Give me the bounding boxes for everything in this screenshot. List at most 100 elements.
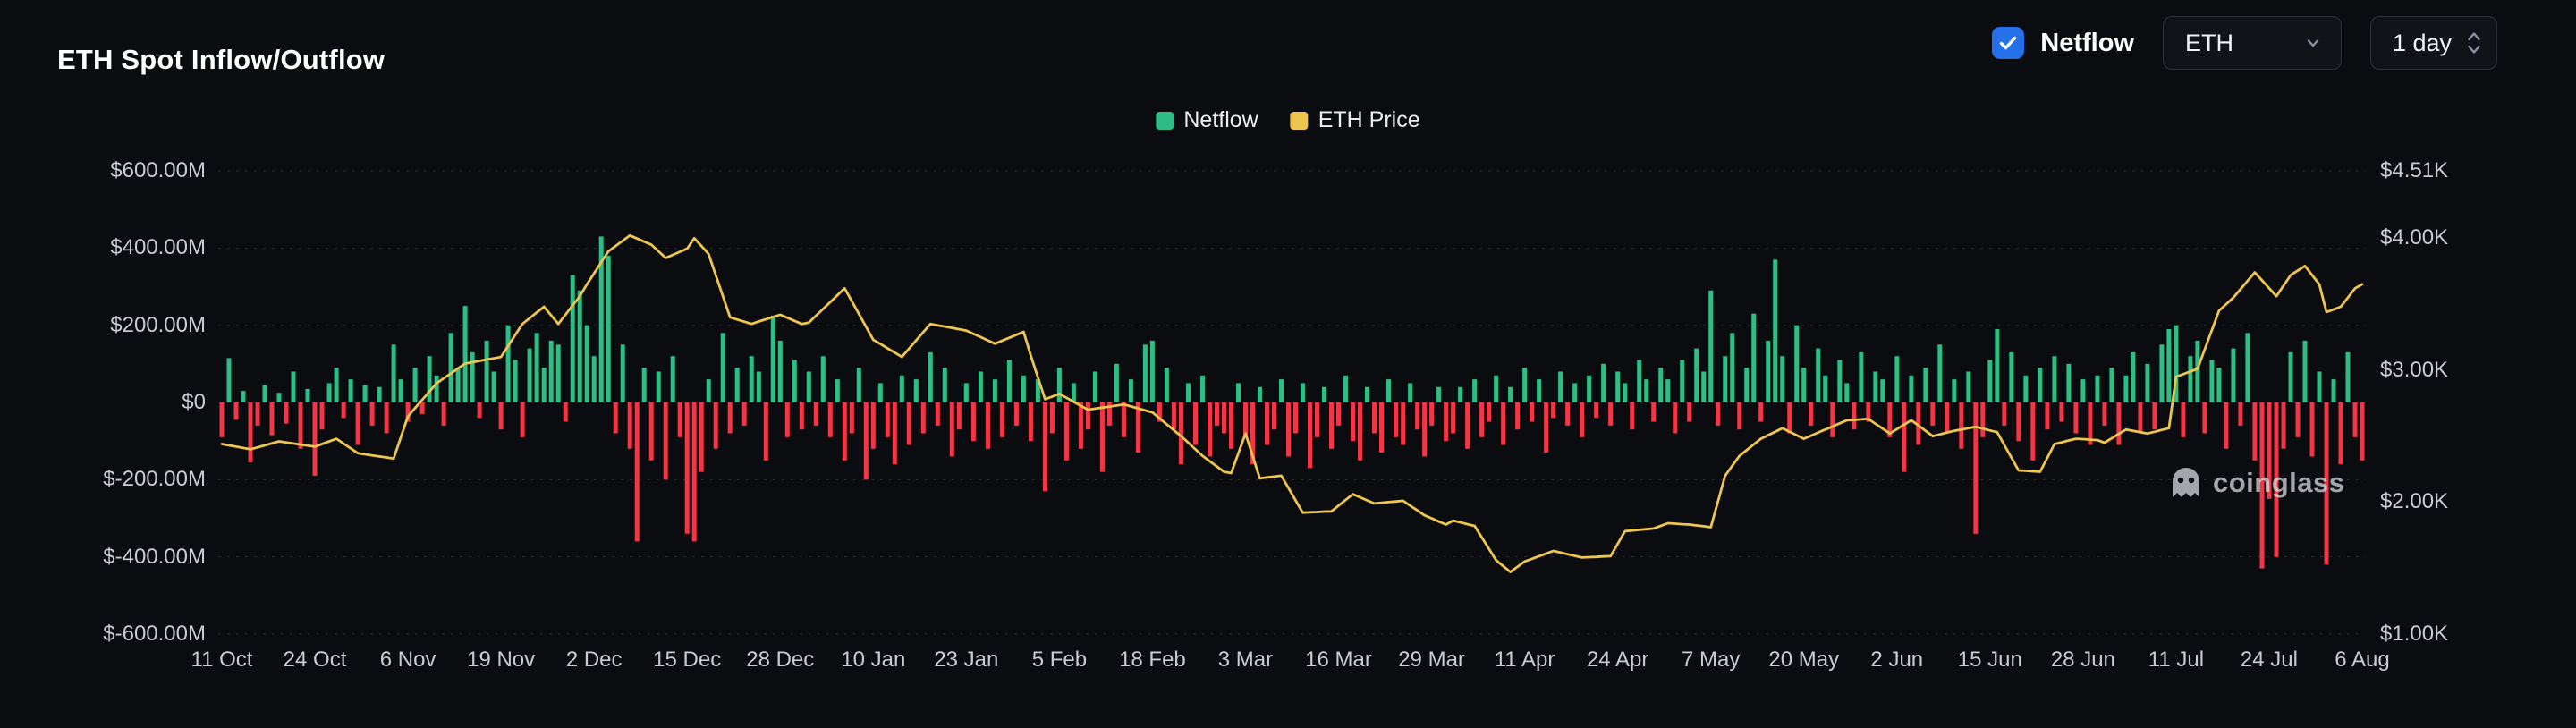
netflow-bar[interactable] (2116, 402, 2122, 445)
netflow-bar[interactable] (455, 368, 461, 402)
netflow-bar[interactable] (1135, 402, 1140, 453)
netflow-bar[interactable] (1308, 402, 1312, 469)
netflow-bar[interactable] (2059, 402, 2064, 422)
netflow-bar[interactable] (2360, 402, 2365, 461)
netflow-bar[interactable] (2259, 402, 2265, 569)
netflow-bar[interactable] (1673, 402, 1678, 434)
netflow-bar[interactable] (978, 371, 983, 403)
netflow-bar[interactable] (1193, 402, 1198, 445)
netflow-bar[interactable] (1142, 344, 1148, 403)
netflow-bar[interactable] (928, 351, 933, 402)
netflow-bar[interactable] (2009, 351, 2014, 402)
netflow-bar[interactable] (1680, 360, 1685, 403)
netflow-bar[interactable] (1099, 402, 1105, 472)
netflow-bar[interactable] (2016, 402, 2021, 442)
netflow-bar[interactable] (1351, 402, 1355, 442)
netflow-bar[interactable] (1630, 402, 1635, 430)
netflow-bar[interactable] (355, 402, 360, 445)
netflow-bar[interactable] (806, 371, 811, 403)
netflow-bar[interactable] (1315, 402, 1319, 437)
netflow-bar[interactable] (2109, 368, 2114, 402)
netflow-bar[interactable] (369, 402, 375, 426)
netflow-bar[interactable] (1071, 383, 1076, 402)
netflow-bar[interactable] (484, 340, 489, 402)
netflow-bar[interactable] (2002, 402, 2007, 426)
netflow-bar[interactable] (2281, 402, 2286, 449)
netflow-bar[interactable] (777, 340, 783, 402)
netflow-bar[interactable] (813, 402, 818, 426)
netflow-bar[interactable] (1128, 379, 1133, 402)
netflow-bar[interactable] (799, 402, 804, 430)
netflow-bar[interactable] (706, 379, 711, 402)
netflow-bar[interactable] (1422, 402, 1428, 457)
netflow-bar[interactable] (770, 315, 775, 402)
netflow-bar[interactable] (1809, 402, 1814, 426)
netflow-bar[interactable] (541, 368, 547, 402)
netflow-bar[interactable] (1930, 402, 1936, 426)
netflow-bar[interactable] (1042, 402, 1047, 492)
netflow-bar[interactable] (1744, 368, 1750, 402)
netflow-bar[interactable] (1658, 368, 1664, 402)
netflow-bar[interactable] (1558, 371, 1563, 403)
netflow-bar[interactable] (591, 356, 597, 402)
netflow-bar[interactable] (241, 391, 246, 402)
netflow-bar[interactable] (2338, 402, 2343, 465)
netflow-bar[interactable] (505, 325, 511, 402)
netflow-bar[interactable] (1265, 402, 1269, 445)
netflow-bar[interactable] (1343, 375, 1348, 402)
netflow-bar[interactable] (1587, 375, 1592, 402)
netflow-bar[interactable] (606, 256, 611, 402)
netflow-bar[interactable] (970, 402, 976, 442)
netflow-bar[interactable] (1608, 402, 1614, 426)
netflow-bar[interactable] (2317, 371, 2322, 403)
netflow-bar[interactable] (1415, 402, 1420, 430)
netflow-bar[interactable] (1479, 402, 1485, 437)
netflow-bar[interactable] (319, 402, 325, 430)
netflow-bar[interactable] (956, 402, 962, 430)
netflow-bar[interactable] (1472, 379, 1478, 402)
netflow-bar[interactable] (1329, 402, 1334, 449)
netflow-bar[interactable] (570, 275, 575, 402)
netflow-bar[interactable] (2152, 402, 2157, 430)
netflow-bar[interactable] (1049, 402, 1055, 434)
netflow-bar[interactable] (1637, 360, 1642, 403)
netflow-bar[interactable] (598, 236, 604, 402)
netflow-bar[interactable] (942, 368, 947, 402)
netflow-bar[interactable] (1551, 402, 1556, 419)
netflow-bar[interactable] (1651, 402, 1657, 422)
netflow-bar[interactable] (1801, 368, 1807, 402)
netflow-bar[interactable] (684, 402, 690, 534)
netflow-bar[interactable] (255, 402, 260, 426)
netflow-bar[interactable] (1773, 259, 1778, 402)
netflow-bar[interactable] (1171, 402, 1176, 430)
netflow-bar[interactable] (577, 290, 582, 402)
netflow-bar[interactable] (1794, 325, 1800, 402)
netflow-bar[interactable] (906, 402, 911, 445)
netflow-bar[interactable] (1830, 402, 1835, 437)
netflow-checkbox[interactable] (1992, 27, 2025, 59)
netflow-bar[interactable] (2088, 402, 2093, 445)
netflow-bar[interactable] (312, 402, 318, 476)
netflow-bar[interactable] (1572, 383, 1578, 402)
netflow-bar[interactable] (419, 402, 425, 414)
netflow-bar[interactable] (1436, 386, 1442, 402)
netflow-bar[interactable] (899, 375, 904, 402)
netflow-bar[interactable] (1623, 383, 1628, 402)
netflow-bar[interactable] (1336, 402, 1341, 426)
netflow-toggle[interactable]: Netflow (1992, 27, 2134, 59)
netflow-bar[interactable] (491, 371, 496, 403)
netflow-bar[interactable] (1880, 379, 1885, 402)
netflow-bar[interactable] (2102, 402, 2107, 426)
netflow-bar[interactable] (1530, 402, 1535, 422)
netflow-bar[interactable] (1716, 402, 1721, 426)
netflow-bar[interactable] (1444, 402, 1449, 442)
netflow-bar[interactable] (1787, 402, 1792, 434)
netflow-bar[interactable] (462, 306, 468, 402)
netflow-bar[interactable] (1258, 386, 1262, 402)
netflow-bar[interactable] (1401, 402, 1406, 445)
netflow-bar[interactable] (2245, 333, 2250, 402)
netflow-bar[interactable] (1937, 344, 1943, 403)
netflow-bar[interactable] (720, 333, 725, 402)
netflow-bar[interactable] (1959, 402, 1964, 449)
plot-area[interactable] (218, 170, 2366, 635)
